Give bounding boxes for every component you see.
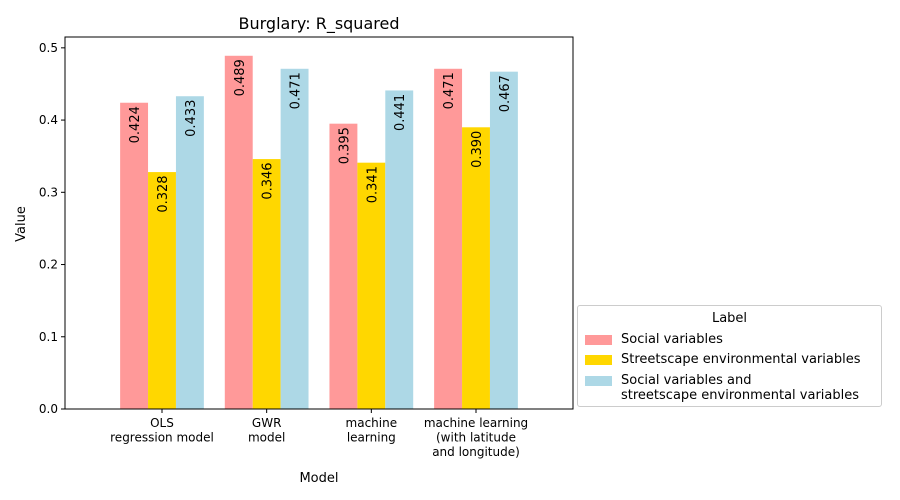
bar (252, 159, 281, 409)
bar-value-label: 0.471 (289, 72, 304, 109)
bar (175, 96, 204, 409)
bar-value-label: 0.390 (470, 131, 485, 168)
legend-label-social: Social variables (621, 332, 723, 347)
bar-value-label: 0.467 (498, 75, 513, 112)
x-tick-label: machine learning (with latitude and longit… (424, 416, 528, 459)
legend-item-streetscape: Streetscape environmental variables (585, 352, 861, 367)
bar-value-label: 0.328 (156, 175, 171, 212)
legend-swatch-streetscape (585, 355, 612, 365)
bar (280, 68, 309, 409)
legend-label-streetscape: Streetscape environmental variables (621, 352, 861, 367)
y-tick-label: 0.2 (39, 258, 58, 272)
y-axis-label: Value (14, 206, 29, 242)
bars (120, 55, 518, 410)
bar-value-label: 0.395 (337, 127, 352, 164)
bar (120, 102, 149, 409)
plot-frame (64, 36, 574, 410)
bar-value-label: 0.341 (365, 166, 380, 203)
legend-swatch-social (585, 335, 612, 345)
axis-ticks: 0.0 0.1 0.2 0.3 0.4 0.5 OLS regression model GWR… (39, 41, 528, 459)
y-tick-label: 0.4 (39, 113, 58, 127)
x-tick-label: GWR model (248, 416, 285, 445)
legend-title: Label (711, 311, 748, 326)
bar (329, 123, 358, 409)
bar (434, 68, 463, 409)
bar (489, 71, 518, 409)
bar (148, 172, 176, 409)
bar-value-label: 0.441 (393, 94, 408, 131)
y-tick-label: 0.1 (39, 330, 58, 344)
bar (385, 90, 414, 410)
legend-item-social: Social variables (585, 332, 723, 347)
bar (357, 162, 386, 409)
y-tick-label: 0.5 (39, 41, 58, 55)
bar-value-label: 0.471 (442, 72, 457, 109)
bar-value-label: 0.489 (233, 59, 248, 96)
y-tick-label: 0.0 (39, 402, 58, 416)
bar (462, 127, 490, 409)
bar (224, 55, 253, 410)
y-tick-label: 0.3 (39, 185, 58, 199)
legend-label-combined: Social variables and streetscape environ… (621, 373, 860, 403)
legend: Label Social variables Streetscape envir… (577, 305, 882, 407)
x-axis-label: Model (299, 471, 338, 486)
legend-swatch-combined (585, 376, 612, 386)
bar-value-label: 0.346 (261, 162, 276, 199)
x-tick-label: OLS regression model (110, 416, 214, 445)
chart-title: Burglary: R_squared (239, 14, 400, 34)
legend-item-combined: Social variables and streetscape environ… (585, 373, 859, 403)
bar-labels: 0.424 0.489 0.395 0.471 0.328 0.346 0.341 0.390… (128, 59, 513, 213)
bar-value-label: 0.424 (128, 106, 143, 143)
x-tick-label: machine learning (346, 416, 398, 445)
bar-value-label: 0.433 (184, 100, 199, 137)
